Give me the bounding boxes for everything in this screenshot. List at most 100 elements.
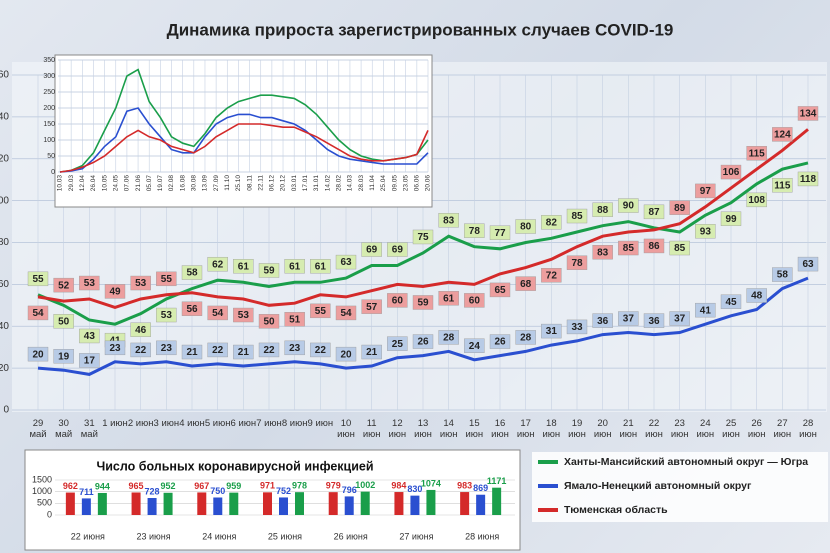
value-label-box [695,183,716,199]
value-label: 83 [597,247,609,258]
value-label: 60 [469,296,481,307]
inset-x-label: 26.04 [90,175,97,192]
x-tick-label: 12 июн [388,418,407,440]
value-label: 53 [84,278,96,289]
value-label-box [438,213,459,228]
value-label: 53 [135,278,147,289]
value-label-box [258,342,280,358]
bar [394,492,404,515]
value-label: 115 [774,180,791,191]
value-label-box [618,311,639,326]
value-label: 59 [417,298,429,309]
value-label-box [207,256,228,272]
value-label-box [361,299,382,314]
value-label: 97 [700,186,712,197]
value-label-box [489,225,511,240]
bar-value-label: 1171 [487,476,507,486]
series-line [37,161,809,326]
x-tick-label: 28 июн [799,418,817,440]
value-label-box [618,240,639,256]
y-tick-label: 150 [43,121,55,128]
value-label: 61 [315,261,327,272]
bar-value-label: 750 [210,486,225,496]
value-label: 36 [597,316,609,327]
bar-value-label: 978 [292,481,307,491]
value-label-box [335,305,357,321]
value-label: 26 [417,337,429,348]
series-line [37,276,809,376]
value-label: 53 [238,310,250,321]
bar [65,492,75,515]
x-tick-label: 23 июн [670,418,689,440]
y-tick-label: 120 [0,153,9,164]
value-label-box [387,293,408,308]
value-label-box [156,271,177,287]
bar-value-label: 962 [63,481,78,491]
value-label: 54 [340,308,352,319]
value-label: 46 [135,325,147,336]
value-label: 83 [443,215,455,226]
value-label: 55 [32,274,44,285]
value-label-box [489,334,511,349]
value-label: 22 [263,345,275,356]
value-label: 21 [366,347,378,358]
bar-value-label: 959 [226,481,241,491]
value-label: 89 [674,203,686,214]
legend-label: Ямало-Ненецкий автономный округ [564,480,752,492]
x-tick-label: 23 июня [137,531,171,541]
bar [97,492,107,515]
value-label-box [310,342,331,358]
x-tick-label: 26 июня [334,531,368,541]
value-label: 61 [443,293,455,304]
bar-value-label: 1002 [355,480,375,490]
value-label-box [643,238,665,254]
x-tick-label: 31 май [80,418,98,440]
y-tick-label: 250 [43,89,55,96]
x-tick-label: 19 июн [568,418,586,440]
bar [147,498,157,515]
value-label: 108 [748,195,765,206]
inset-x-label: 28.03 [358,175,365,192]
value-label: 37 [623,314,635,325]
value-label: 48 [751,291,763,302]
value-label-box [592,245,613,260]
value-label: 24 [469,341,481,352]
value-label-box [53,349,74,364]
y-tick-label: 20 [0,363,9,374]
value-label-box [566,319,588,335]
inset-x-label: 14.02 [324,175,331,192]
y-tick-label: 100 [43,137,55,144]
value-label-box [541,268,562,283]
bar [410,495,420,515]
value-label-box [335,254,357,270]
x-tick-label: 25 июня [268,531,302,541]
value-label-box [515,276,536,291]
value-label-box [310,303,331,319]
inset-x-label: 23.05 [402,175,409,192]
value-label: 59 [263,266,275,277]
value-label: 50 [263,316,275,327]
value-label-box [181,344,203,360]
x-tick-label: 25 июн [722,418,740,440]
value-label: 58 [777,270,789,281]
inset-x-label: 31.01 [313,175,320,192]
value-label-box [130,275,151,291]
inset-x-label: 12.04 [79,175,86,192]
value-label: 115 [749,148,766,159]
value-label-box [669,200,690,215]
value-label-box [387,242,408,257]
value-label: 106 [723,167,740,178]
inset-x-label: 05.07 [146,175,153,192]
x-tick-label: 11 июн [362,418,381,440]
value-label: 62 [212,259,224,270]
value-label-box [130,322,151,337]
value-label: 85 [674,243,686,254]
value-label-box [566,208,588,224]
y-tick-label: 60 [0,279,9,290]
value-label-box [772,178,793,193]
value-label-box [797,256,819,272]
value-label: 17 [84,356,96,367]
inset-x-label: 06.06 [414,175,421,192]
value-label-box [284,340,305,356]
